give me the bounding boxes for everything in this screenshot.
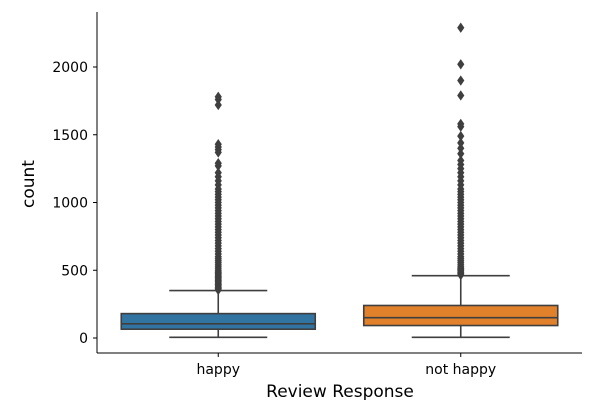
outlier-point: [457, 22, 465, 33]
y-tick-label: 1000: [52, 196, 88, 212]
outlier-point: [214, 99, 222, 111]
outlier-point: [457, 143, 465, 154]
y-tick-label: 1500: [52, 128, 88, 144]
outlier-point: [457, 90, 465, 101]
outlier-point: [457, 137, 465, 149]
axes: 0 500 1000 1500 2000 happy not happy: [52, 12, 582, 378]
y-tick-label: 0: [79, 331, 88, 347]
outlier-point: [457, 155, 465, 166]
outlier-point: [457, 118, 465, 130]
x-axis-title: Review Response: [266, 382, 414, 400]
outlier-point: [214, 158, 222, 169]
y-axis-title: count: [19, 160, 39, 208]
outlier-point: [457, 148, 465, 159]
outlier-point: [457, 59, 465, 70]
box-group-not-happy: [362, 22, 559, 339]
box-iqr: [362, 304, 559, 327]
outlier-point: [214, 91, 222, 103]
box-iqr: [120, 312, 317, 330]
box-group-happy: [120, 91, 317, 339]
plot-area: [120, 22, 559, 339]
outlier-point: [457, 130, 465, 142]
x-tick-label: happy: [196, 362, 240, 378]
outlier-point: [214, 139, 222, 150]
outlier-point: [457, 75, 465, 86]
outlier-point: [214, 167, 222, 178]
x-tick-label: not happy: [425, 362, 496, 378]
y-tick-label: 500: [61, 263, 88, 279]
y-tick-label: 2000: [52, 60, 88, 76]
